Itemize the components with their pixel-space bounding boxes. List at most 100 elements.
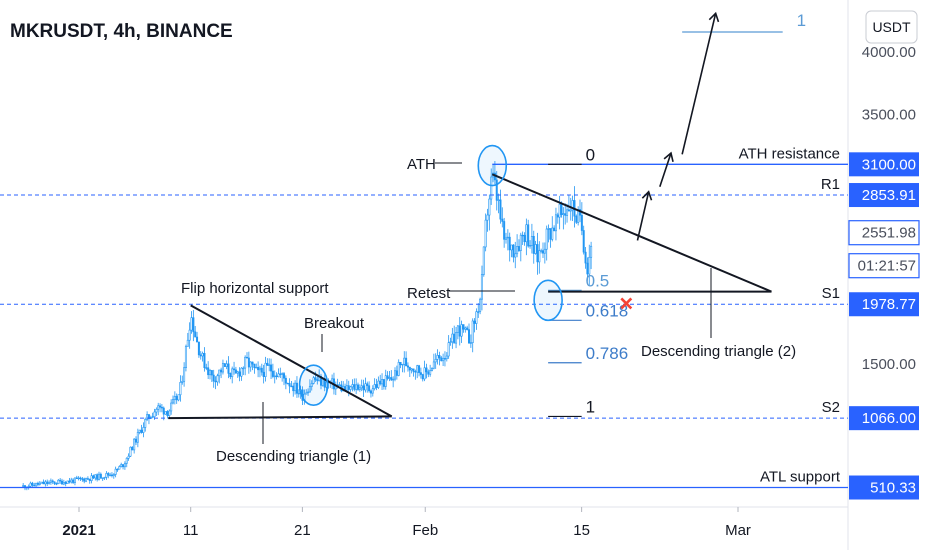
- candle-body: [153, 411, 156, 417]
- candle-body: [118, 466, 121, 470]
- candle-body: [31, 482, 34, 486]
- candle-body: [369, 390, 372, 394]
- candle-body: [419, 372, 422, 375]
- candle-body: [138, 429, 141, 433]
- candle-body: [486, 214, 489, 221]
- candle-body: [308, 386, 311, 393]
- candle-body: [55, 483, 58, 485]
- candle-body: [571, 200, 574, 211]
- candle-body: [381, 379, 384, 385]
- candle-body: [173, 396, 176, 400]
- candle-body: [590, 245, 593, 258]
- candle-body: [220, 369, 223, 373]
- candle-body: [477, 311, 480, 313]
- candle-body: [508, 236, 511, 251]
- candle-body: [338, 384, 341, 386]
- candle-body: [551, 227, 554, 240]
- candle-body: [488, 198, 491, 216]
- unit-box[interactable]: USDT: [865, 10, 918, 44]
- candle-body: [233, 368, 236, 371]
- candle-body: [62, 482, 65, 485]
- candle-body: [48, 482, 51, 484]
- candle-body: [197, 341, 200, 356]
- candle-body: [286, 382, 289, 385]
- candle-body: [373, 384, 376, 389]
- drawings-layer: [168, 11, 772, 444]
- candle-body: [360, 385, 363, 389]
- candle-body: [480, 274, 483, 300]
- candle-body: [94, 474, 97, 479]
- candle-body: [284, 377, 287, 384]
- annotation-ath: ATH: [407, 156, 436, 173]
- candle-body: [225, 363, 228, 367]
- candle-body: [543, 248, 546, 254]
- triangle-2-top: [491, 173, 772, 293]
- candle-body: [103, 476, 106, 479]
- candle-body: [538, 250, 541, 263]
- candle-body: [295, 382, 298, 394]
- candle-body: [255, 366, 258, 369]
- candle-body: [192, 317, 195, 333]
- candle-body: [266, 362, 269, 366]
- x-tick-label-0: 2021: [62, 522, 95, 539]
- candle-body: [114, 468, 117, 475]
- triangle-1-base: [168, 415, 392, 420]
- candle-body: [440, 357, 443, 362]
- candle-body: [588, 256, 591, 275]
- candle-body: [355, 384, 358, 390]
- candle-body: [536, 244, 539, 263]
- candle-body: [283, 373, 286, 379]
- candle-body: [107, 473, 110, 476]
- candle-body: [101, 477, 104, 480]
- candle-body: [519, 234, 522, 251]
- candle-body: [199, 354, 202, 357]
- candle-body: [316, 379, 319, 382]
- candle-body: [247, 357, 250, 368]
- arrow-1-head: [641, 190, 653, 201]
- candle-body: [386, 375, 389, 379]
- candle-body: [88, 478, 91, 481]
- candle-body: [523, 234, 526, 243]
- candle-body: [155, 408, 158, 413]
- candle-body: [112, 474, 115, 477]
- candle-body: [218, 369, 221, 377]
- arrow-2-shaft: [659, 152, 672, 188]
- candle-body: [216, 375, 219, 383]
- fibonacci-layer: 0 0.5 0.618 0.786 1 1: [548, 11, 806, 418]
- candle-body: [99, 473, 102, 479]
- candle-body: [542, 250, 545, 254]
- candle-body: [418, 365, 421, 373]
- candle-body: [29, 482, 32, 487]
- candle-body: [98, 473, 101, 480]
- candle-body: [61, 480, 64, 485]
- candle-body: [558, 204, 561, 218]
- candle-body: [133, 438, 136, 451]
- candle-body: [371, 388, 374, 394]
- candle-body: [525, 224, 528, 243]
- candle-body: [514, 253, 517, 258]
- candle-body: [436, 355, 439, 360]
- candle-body: [64, 482, 67, 484]
- candle-body: [188, 329, 191, 341]
- candle-body: [290, 385, 293, 388]
- candle-body: [466, 327, 469, 330]
- candle-body: [281, 373, 284, 375]
- candle-body: [288, 383, 291, 387]
- candle-body: [196, 336, 199, 343]
- candle-body: [214, 380, 217, 383]
- candle-body: [434, 359, 437, 363]
- fib-label-1: 0.5: [586, 271, 610, 290]
- candle-body: [166, 411, 169, 417]
- candle-body: [270, 364, 273, 372]
- candle-body: [469, 342, 472, 344]
- fib-label-0: 0: [586, 145, 595, 164]
- candle-body: [442, 358, 445, 362]
- candle-body: [540, 250, 543, 252]
- arrow-2-head: [663, 151, 674, 163]
- candle-body: [70, 479, 73, 483]
- level-axis-box-0: [849, 152, 919, 177]
- candle-body: [499, 199, 502, 220]
- unit-label: USDT: [872, 19, 911, 35]
- candle-body: [268, 364, 271, 366]
